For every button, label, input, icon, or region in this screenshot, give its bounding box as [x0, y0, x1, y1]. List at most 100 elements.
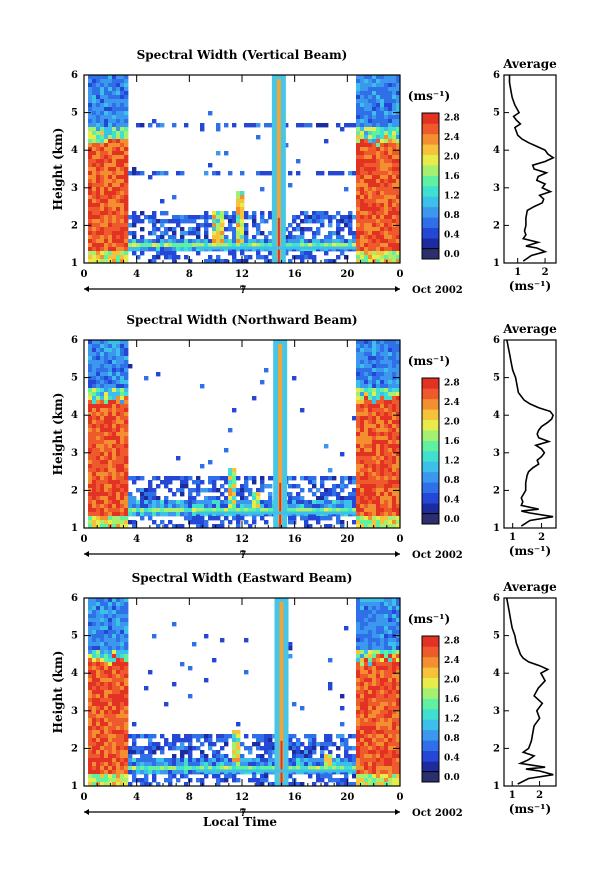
heatmap-cell — [132, 235, 137, 240]
heatmap-cell — [376, 448, 381, 453]
heatmap-cell — [380, 384, 385, 389]
heatmap-cell — [116, 203, 121, 208]
heatmap-cell — [148, 770, 153, 775]
heatmap-cell — [124, 247, 129, 252]
heatmap-cell — [296, 496, 301, 501]
heatmap-cell — [88, 87, 93, 92]
heatmap-cell — [388, 718, 393, 723]
heatmap-cell — [368, 448, 373, 453]
heatmap-cell — [308, 251, 313, 256]
heatmap-cell — [332, 476, 337, 481]
heatmap-cell — [368, 738, 373, 743]
heatmap-cell — [100, 255, 105, 260]
heatmap-cell — [104, 726, 109, 731]
heatmap-cell — [356, 658, 361, 663]
heatmap-cell — [268, 504, 273, 509]
local-time-label: Local Time — [203, 815, 277, 829]
heatmap-cell — [352, 520, 357, 525]
heatmap-cell — [368, 255, 373, 260]
heatmap-cell — [204, 508, 209, 513]
heatmap-cell — [384, 654, 389, 659]
heatmap-cell — [120, 392, 125, 397]
heatmap-cell — [360, 115, 365, 120]
heatmap-cell — [340, 738, 345, 743]
heatmap-cell — [120, 702, 125, 707]
colorbar-tick-label: 2.0 — [444, 417, 460, 427]
heatmap-cell — [380, 119, 385, 124]
heatmap-cell — [144, 782, 149, 787]
x-tick-label: 12 — [235, 792, 249, 803]
heatmap-cell — [232, 758, 237, 763]
heatmap-cell — [120, 251, 125, 256]
average-y-tick-label: 3 — [493, 183, 500, 194]
heatmap-cell — [180, 746, 185, 751]
heatmap-cell — [328, 171, 333, 176]
heatmap-cell — [160, 231, 165, 236]
heatmap-cell — [376, 770, 381, 775]
heatmap-cell — [368, 147, 373, 152]
heatmap-cell — [392, 95, 397, 100]
heatmap-cell — [356, 614, 361, 619]
heatmap-cell — [360, 155, 365, 160]
heatmap-cell — [304, 520, 309, 525]
heatmap-cell — [368, 666, 373, 671]
heatmap-cell — [392, 139, 397, 144]
heatmap-cell — [364, 259, 369, 264]
heatmap-cell — [188, 758, 193, 763]
heatmap-cell — [356, 143, 361, 148]
heatmap-cell — [368, 227, 373, 232]
heatmap-cell — [228, 223, 233, 228]
heatmap-cell — [112, 360, 117, 365]
heatmap-cell — [92, 444, 97, 449]
heatmap-cell — [124, 770, 129, 775]
heatmap-cell — [360, 690, 365, 695]
heatmap-cell — [364, 360, 369, 365]
colorbar-segment — [422, 513, 439, 525]
heatmap-cell — [92, 175, 97, 180]
x-tick-label: 4 — [133, 792, 140, 803]
heatmap-cell — [392, 650, 397, 655]
heatmap-cell — [360, 670, 365, 675]
heatmap-cell — [268, 496, 273, 501]
heatmap-cell — [388, 123, 393, 128]
heatmap-cell — [376, 79, 381, 84]
heatmap-cell — [396, 722, 401, 727]
heatmap-cell — [376, 235, 381, 240]
heatmap-cell — [392, 99, 397, 104]
heatmap-cell — [384, 622, 389, 627]
heatmap-cell — [356, 215, 361, 220]
heatmap-cell — [304, 524, 309, 529]
heatmap-cell — [112, 754, 117, 759]
heatmap-cell — [184, 508, 189, 513]
heatmap-cell — [240, 239, 245, 244]
heatmap-cell — [148, 754, 153, 759]
heatmap-cell — [120, 682, 125, 687]
heatmap-cell — [368, 718, 373, 723]
heatmap-cell — [212, 750, 217, 755]
heatmap-cell — [96, 179, 101, 184]
heatmap-cell — [356, 610, 361, 615]
heatmap-cell — [160, 750, 165, 755]
heatmap-cell — [368, 167, 373, 172]
heatmap-cell — [148, 123, 153, 128]
heatmap-cell — [100, 167, 105, 172]
heatmap-cell — [292, 235, 297, 240]
heatmap-cell — [164, 504, 169, 509]
heatmap-cell — [316, 171, 321, 176]
heatmap-cell — [388, 646, 393, 651]
heatmap-cell — [364, 91, 369, 96]
heatmap-cell — [288, 484, 293, 489]
heatmap-cell — [372, 742, 377, 747]
heatmap-cell — [384, 452, 389, 457]
heatmap-cell — [168, 742, 173, 747]
heatmap-cell — [356, 139, 361, 144]
heatmap-cell — [368, 368, 373, 373]
heatmap-cell — [124, 654, 129, 659]
heatmap-cell — [100, 235, 105, 240]
heatmap-cell — [364, 670, 369, 675]
heatmap-cell — [192, 243, 197, 248]
heatmap-cell — [232, 500, 237, 505]
heatmap-cell — [124, 610, 129, 615]
date-month-year-label: Oct 2002 — [412, 808, 463, 819]
colorbar-segment — [422, 688, 439, 699]
